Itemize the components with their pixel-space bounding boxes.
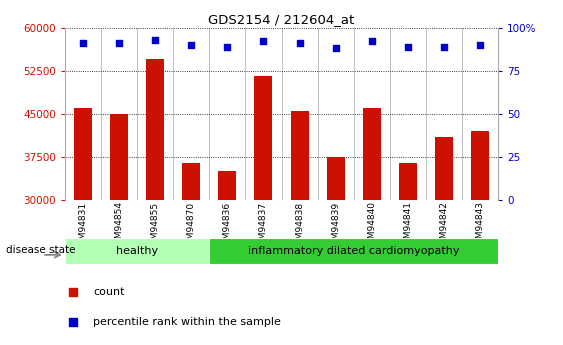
Point	[78, 40, 87, 46]
Bar	[399, 163, 417, 200]
Bar	[254, 77, 272, 200]
Point	[331, 46, 340, 51]
Point	[440, 44, 449, 49]
Bar	[74, 108, 92, 200]
Bar	[327, 157, 345, 200]
Point	[367, 39, 376, 44]
Bar	[291, 111, 309, 200]
Point	[150, 37, 159, 42]
Point	[356, 129, 365, 134]
Bar	[110, 114, 128, 200]
Point	[476, 42, 485, 48]
Point	[295, 40, 304, 46]
Bar	[363, 108, 381, 200]
Text: count: count	[93, 287, 124, 297]
Bar	[471, 131, 489, 200]
Text: inflammatory dilated cardiomyopathy: inflammatory dilated cardiomyopathy	[248, 246, 459, 256]
Bar	[435, 137, 453, 200]
Text: healthy: healthy	[116, 246, 158, 256]
Point	[187, 42, 196, 48]
Bar	[209, 238, 498, 264]
Point	[114, 40, 123, 46]
Text: disease state: disease state	[6, 245, 75, 255]
Bar	[65, 238, 209, 264]
Text: percentile rank within the sample: percentile rank within the sample	[93, 317, 281, 327]
Bar	[218, 171, 236, 200]
Point	[223, 44, 232, 49]
Title: GDS2154 / 212604_at: GDS2154 / 212604_at	[208, 13, 355, 27]
Bar	[146, 59, 164, 200]
Point	[404, 44, 413, 49]
Bar	[182, 163, 200, 200]
Point	[259, 39, 268, 44]
